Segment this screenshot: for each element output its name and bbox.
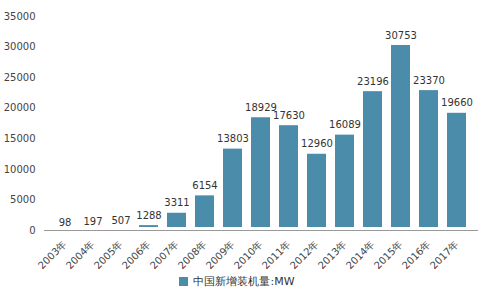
svg-text:2005年: 2005年 <box>92 238 125 270</box>
svg-text:2011年: 2011年 <box>260 238 293 270</box>
svg-text:0: 0 <box>29 225 35 236</box>
svg-text:23196: 23196 <box>357 76 389 87</box>
svg-text:15000: 15000 <box>4 133 36 144</box>
svg-text:3311: 3311 <box>164 197 189 208</box>
svg-text:25000: 25000 <box>4 72 36 83</box>
svg-text:10000: 10000 <box>4 164 36 175</box>
svg-text:35000: 35000 <box>4 11 36 22</box>
svg-text:2012年: 2012年 <box>288 238 321 270</box>
svg-text:2010年: 2010年 <box>232 238 265 270</box>
svg-text:2004年: 2004年 <box>64 238 97 270</box>
svg-text:20000: 20000 <box>4 102 36 113</box>
svg-text:30753: 30753 <box>385 30 417 41</box>
svg-text:2003年: 2003年 <box>36 238 69 270</box>
svg-text:6154: 6154 <box>192 180 217 191</box>
svg-text:2006年: 2006年 <box>120 238 153 270</box>
svg-text:5000: 5000 <box>10 194 35 205</box>
svg-text:2017年: 2017年 <box>428 238 461 270</box>
svg-text:30000: 30000 <box>4 41 36 52</box>
svg-text:2009年: 2009年 <box>204 238 237 270</box>
svg-text:19660: 19660 <box>441 97 473 108</box>
svg-text:98: 98 <box>59 217 72 228</box>
svg-text:16089: 16089 <box>329 119 361 130</box>
html-text:中国新增装机量:MW: 中国新增装机量:MW <box>193 274 295 288</box>
svg-text:2007年: 2007年 <box>148 238 181 270</box>
svg-text:2015年: 2015年 <box>372 238 405 270</box>
svg-text:197: 197 <box>83 216 102 227</box>
svg-text:1288: 1288 <box>136 210 161 221</box>
svg-text:2013年: 2013年 <box>316 238 349 270</box>
svg-text:18929: 18929 <box>245 102 277 113</box>
svg-text:2016年: 2016年 <box>400 238 433 270</box>
svg-text:507: 507 <box>111 215 130 226</box>
svg-text:2008年: 2008年 <box>176 238 209 270</box>
svg-text:2014年: 2014年 <box>344 238 377 270</box>
svg-text:13803: 13803 <box>217 133 249 144</box>
svg-text:12960: 12960 <box>301 138 333 149</box>
svg-text:17630: 17630 <box>273 110 305 121</box>
svg-text:23370: 23370 <box>413 75 445 86</box>
